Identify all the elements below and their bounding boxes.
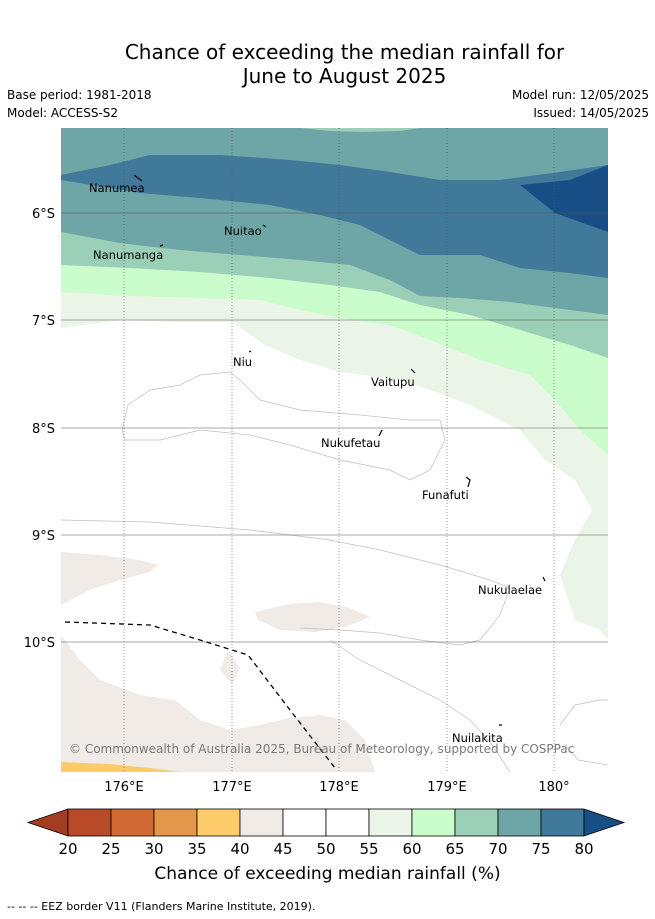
lon-label-176e: 176°E: [104, 780, 144, 795]
island-nanumanga: [159, 244, 164, 247]
label-funafuti: Funafuti: [422, 488, 469, 502]
zone-65-70-north: [300, 128, 420, 132]
colorbar: 20 25 30 35 40 45 50 55 60 65 70 75 80: [26, 808, 626, 858]
rainfall-map: Nanumea Nuitao Nanumanga Niu Vaitupu Nuk…: [24, 128, 608, 795]
island-funafuti: [465, 476, 471, 488]
map-title: Chance of exceeding the median rainfall …: [0, 40, 655, 88]
label-nanumanga: Nanumanga: [93, 248, 163, 262]
zone-40-45-central: [255, 602, 370, 632]
colorbar-cell: [282, 808, 327, 837]
lat-label-9s: 9°S: [32, 529, 55, 544]
colorbar-tick-label: 80: [574, 840, 593, 858]
colorbar-cells: [26, 808, 626, 837]
colorbar-tick-label: 75: [531, 840, 550, 858]
island-nanumea: [133, 174, 143, 182]
lon-label-180: 180°: [538, 780, 569, 795]
lat-gridlines: [61, 212, 608, 643]
title-line-2: June to August 2025: [242, 64, 447, 88]
lon-label-178e: 178°E: [319, 780, 359, 795]
contour-lines: [61, 371, 608, 772]
lon-label-177e: 177°E: [212, 780, 252, 795]
colorbar-cell: [411, 808, 456, 837]
colorbar-tick-label: 25: [101, 840, 120, 858]
zone-40-45-small: [220, 650, 240, 684]
label-nuitao: Nuitao: [224, 224, 262, 238]
island-nuitao: [262, 224, 267, 228]
model-name: Model: ACCESS-S2: [7, 106, 119, 120]
colorbar-extend-low: [26, 808, 69, 837]
colorbar-cell: [497, 808, 542, 837]
island-nukufetau: [378, 429, 383, 437]
colorbar-ticks: 20 25 30 35 40 45 50 55 60 65 70 75 80: [58, 840, 593, 858]
lon-label-179e: 179°E: [427, 780, 467, 795]
colorbar-cell: [153, 808, 198, 837]
colorbar-tick-label: 40: [230, 840, 249, 858]
colorbar-cell: [239, 808, 284, 837]
title-line-1: Chance of exceeding the median rainfall …: [124, 40, 565, 64]
label-nanumea: Nanumea: [89, 181, 145, 195]
colorbar-tick-label: 60: [402, 840, 421, 858]
island-vaitupu: [410, 368, 416, 374]
colorbar-tick-label: 35: [187, 840, 206, 858]
zone-80-plus: [520, 165, 608, 232]
colorbar-cell: [368, 808, 413, 837]
eez-border: [64, 621, 336, 769]
lon-gridlines: [123, 128, 555, 772]
colorbar-tick-label: 50: [316, 840, 335, 858]
label-niu: Niu: [233, 355, 252, 369]
island-niu: [248, 350, 252, 353]
island-shapes: [133, 174, 546, 726]
colorbar-tick-label: 20: [58, 840, 77, 858]
colorbar-cell: [454, 808, 499, 837]
colorbar-cell: [110, 808, 155, 837]
colorbar-extend-high: [583, 808, 626, 837]
zone-35-40: [61, 762, 180, 772]
colorbar-cell: [67, 808, 112, 837]
model-run: Model run: 12/05/2025: [511, 88, 649, 102]
label-nukulaelae: Nukulaelae: [478, 583, 542, 597]
colorbar-cell: [325, 808, 370, 837]
probability-shading: [61, 128, 608, 772]
colorbar-label: Chance of exceeding median rainfall (%): [154, 864, 501, 884]
issued-date: Issued: 14/05/2025: [533, 106, 649, 120]
colorbar-cell: [196, 808, 241, 837]
island-nukulaelae: [542, 576, 546, 582]
colorbar-cell: [540, 808, 585, 837]
label-vaitupu: Vaitupu: [371, 375, 415, 389]
zone-70-75-north: [61, 128, 608, 180]
copyright-credit: © Commonwealth of Australia 2025, Bureau…: [69, 742, 574, 756]
lat-label-6s: 6°S: [32, 207, 55, 222]
colorbar-tick-label: 65: [445, 840, 464, 858]
colorbar-tick-label: 45: [273, 840, 292, 858]
colorbar-tick-label: 30: [144, 840, 163, 858]
colorbar-tick-label: 70: [488, 840, 507, 858]
zone-40-45-south: [61, 635, 375, 772]
label-nukufetau: Nukufetau: [321, 436, 380, 450]
lat-label-8s: 8°S: [32, 422, 55, 437]
colorbar-tick-label: 55: [359, 840, 378, 858]
lat-label-10s: 10°S: [24, 636, 55, 651]
lat-label-7s: 7°S: [32, 314, 55, 329]
base-period: Base period: 1981-2018: [7, 88, 152, 102]
label-nuilakita: Nuilakita: [452, 731, 503, 745]
zone-40-45-west: [61, 552, 158, 605]
eez-footnote: -- -- -- EEZ border V11 (Flanders Marine…: [7, 900, 316, 913]
